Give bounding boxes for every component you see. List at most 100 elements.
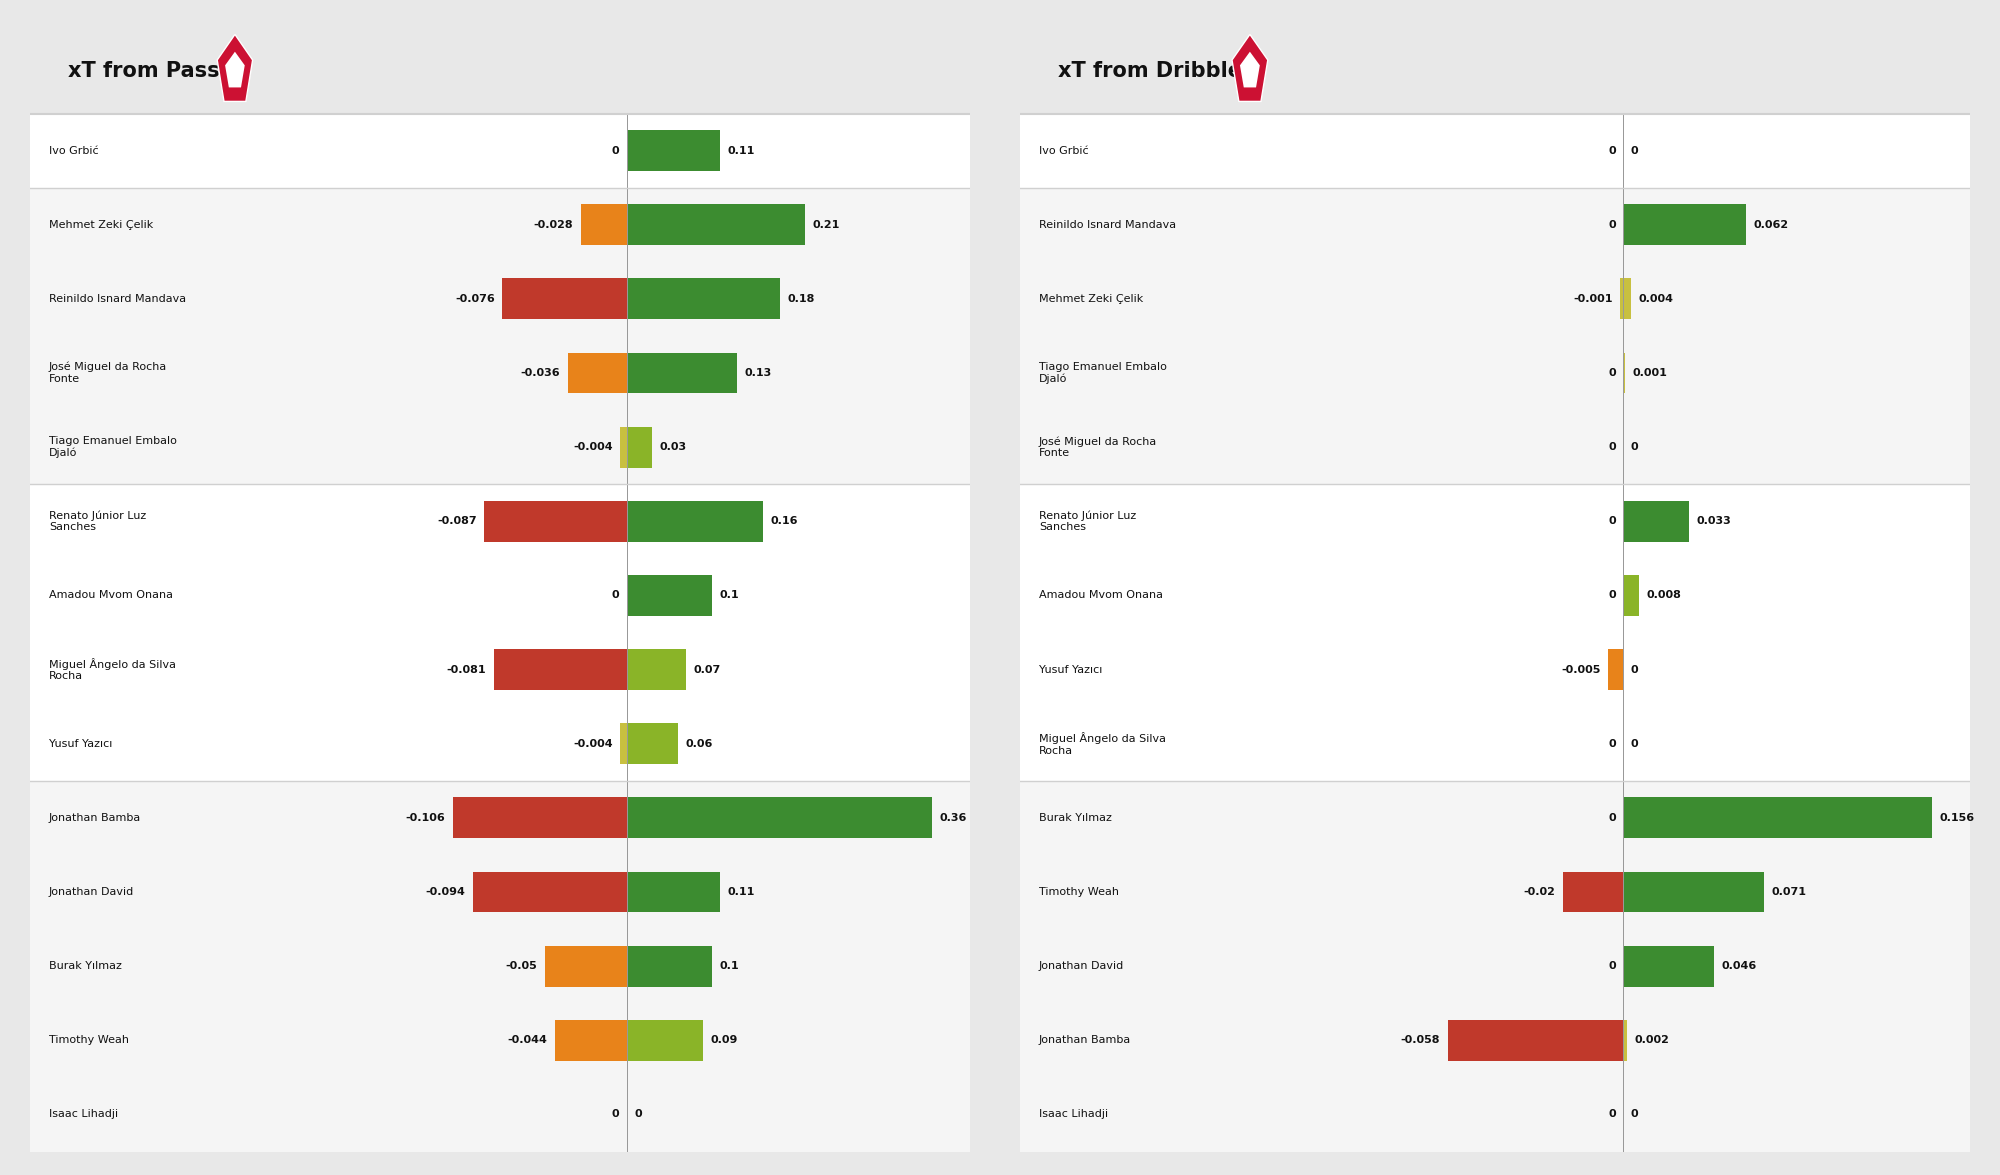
- Text: 0: 0: [1608, 739, 1616, 748]
- Text: 0.16: 0.16: [770, 516, 798, 526]
- Text: Amadou Mvom Onana: Amadou Mvom Onana: [48, 591, 172, 600]
- Text: -0.081: -0.081: [446, 665, 486, 674]
- Text: 0: 0: [1608, 442, 1616, 452]
- Text: Yusuf Yazıcı: Yusuf Yazıcı: [48, 739, 112, 748]
- FancyBboxPatch shape: [30, 781, 970, 1152]
- Text: -0.005: -0.005: [1562, 665, 1600, 674]
- Text: 0.11: 0.11: [728, 887, 756, 897]
- Text: -0.036: -0.036: [520, 368, 560, 378]
- Text: Tiago Emanuel Embalo
Djaló: Tiago Emanuel Embalo Djaló: [1040, 362, 1166, 384]
- Text: 0.004: 0.004: [1638, 294, 1674, 304]
- Text: 0: 0: [1608, 1109, 1616, 1120]
- FancyBboxPatch shape: [30, 484, 970, 781]
- Text: 0: 0: [1608, 146, 1616, 155]
- Text: -0.087: -0.087: [438, 516, 476, 526]
- FancyBboxPatch shape: [1624, 946, 1714, 987]
- FancyBboxPatch shape: [1020, 188, 1970, 484]
- Text: -0.058: -0.058: [1400, 1035, 1440, 1046]
- Text: Jonathan David: Jonathan David: [48, 887, 134, 897]
- Text: 0.156: 0.156: [1940, 813, 1974, 822]
- FancyBboxPatch shape: [1624, 575, 1640, 616]
- Text: 0: 0: [612, 146, 620, 155]
- Text: 0: 0: [634, 1109, 642, 1120]
- FancyBboxPatch shape: [1020, 484, 1970, 781]
- Text: -0.076: -0.076: [454, 294, 494, 304]
- Text: Isaac Lihadji: Isaac Lihadji: [48, 1109, 118, 1120]
- Text: 0: 0: [1608, 591, 1616, 600]
- Text: Tiago Emanuel Embalo
Djaló: Tiago Emanuel Embalo Djaló: [48, 436, 176, 458]
- FancyBboxPatch shape: [568, 352, 626, 394]
- FancyBboxPatch shape: [620, 724, 626, 764]
- Text: 0.13: 0.13: [744, 368, 772, 378]
- FancyBboxPatch shape: [626, 872, 720, 913]
- FancyBboxPatch shape: [1624, 798, 1932, 838]
- Text: 0: 0: [612, 591, 620, 600]
- Polygon shape: [226, 52, 244, 87]
- Text: 0: 0: [1630, 146, 1638, 155]
- Text: 0.008: 0.008: [1646, 591, 1682, 600]
- Text: -0.004: -0.004: [574, 739, 612, 748]
- Text: 0: 0: [1608, 516, 1616, 526]
- Text: -0.05: -0.05: [506, 961, 538, 972]
- FancyBboxPatch shape: [626, 798, 932, 838]
- FancyBboxPatch shape: [626, 946, 712, 987]
- Text: -0.094: -0.094: [426, 887, 466, 897]
- Text: Reinildo Isnard Mandava: Reinildo Isnard Mandava: [48, 294, 186, 304]
- Text: Renato Júnior Luz
Sanches: Renato Júnior Luz Sanches: [48, 510, 146, 532]
- FancyBboxPatch shape: [626, 427, 652, 468]
- FancyBboxPatch shape: [30, 114, 970, 188]
- Text: Miguel Ângelo da Silva
Rocha: Miguel Ângelo da Silva Rocha: [48, 658, 176, 682]
- FancyBboxPatch shape: [580, 204, 626, 246]
- Text: Ivo Grbić: Ivo Grbić: [48, 146, 98, 155]
- Text: xT from Dribbles: xT from Dribbles: [1058, 61, 1254, 81]
- FancyBboxPatch shape: [626, 352, 738, 394]
- FancyBboxPatch shape: [452, 798, 626, 838]
- FancyBboxPatch shape: [626, 575, 712, 616]
- Text: Timothy Weah: Timothy Weah: [1040, 887, 1120, 897]
- FancyBboxPatch shape: [1624, 872, 1764, 913]
- FancyBboxPatch shape: [1624, 1020, 1628, 1061]
- Polygon shape: [218, 34, 252, 101]
- Text: 0: 0: [1630, 665, 1638, 674]
- FancyBboxPatch shape: [626, 501, 762, 542]
- Polygon shape: [1232, 34, 1268, 101]
- Text: 0: 0: [1630, 739, 1638, 748]
- Text: 0.21: 0.21: [812, 220, 840, 230]
- Text: 0: 0: [1608, 220, 1616, 230]
- Text: Reinildo Isnard Mandava: Reinildo Isnard Mandava: [1040, 220, 1176, 230]
- Text: 0: 0: [612, 1109, 620, 1120]
- FancyBboxPatch shape: [1020, 781, 1970, 1152]
- Text: José Miguel da Rocha
Fonte: José Miguel da Rocha Fonte: [48, 362, 168, 384]
- Text: 0: 0: [1608, 961, 1616, 972]
- Text: -0.044: -0.044: [508, 1035, 548, 1046]
- Text: 0.11: 0.11: [728, 146, 756, 155]
- FancyBboxPatch shape: [626, 1020, 704, 1061]
- Text: xT from Passes: xT from Passes: [68, 61, 246, 81]
- Text: -0.106: -0.106: [406, 813, 446, 822]
- FancyBboxPatch shape: [1562, 872, 1624, 913]
- Text: 0.001: 0.001: [1632, 368, 1668, 378]
- Text: Burak Yılmaz: Burak Yılmaz: [1040, 813, 1112, 822]
- FancyBboxPatch shape: [484, 501, 626, 542]
- Text: Timothy Weah: Timothy Weah: [48, 1035, 128, 1046]
- Text: Jonathan Bamba: Jonathan Bamba: [48, 813, 142, 822]
- Text: 0: 0: [1630, 1109, 1638, 1120]
- FancyBboxPatch shape: [626, 724, 678, 764]
- Text: 0.033: 0.033: [1696, 516, 1730, 526]
- FancyBboxPatch shape: [1620, 278, 1624, 320]
- Text: Amadou Mvom Onana: Amadou Mvom Onana: [1040, 591, 1164, 600]
- Text: -0.028: -0.028: [534, 220, 574, 230]
- FancyBboxPatch shape: [626, 278, 780, 320]
- FancyBboxPatch shape: [620, 427, 626, 468]
- Text: -0.001: -0.001: [1574, 294, 1612, 304]
- FancyBboxPatch shape: [626, 650, 686, 690]
- Text: Jonathan David: Jonathan David: [1040, 961, 1124, 972]
- Text: Jonathan Bamba: Jonathan Bamba: [1040, 1035, 1132, 1046]
- Text: 0.071: 0.071: [1772, 887, 1806, 897]
- FancyBboxPatch shape: [626, 204, 806, 246]
- Text: 0.046: 0.046: [1722, 961, 1758, 972]
- FancyBboxPatch shape: [1624, 204, 1746, 246]
- FancyBboxPatch shape: [1448, 1020, 1624, 1061]
- Text: Isaac Lihadji: Isaac Lihadji: [1040, 1109, 1108, 1120]
- Text: Burak Yılmaz: Burak Yılmaz: [48, 961, 122, 972]
